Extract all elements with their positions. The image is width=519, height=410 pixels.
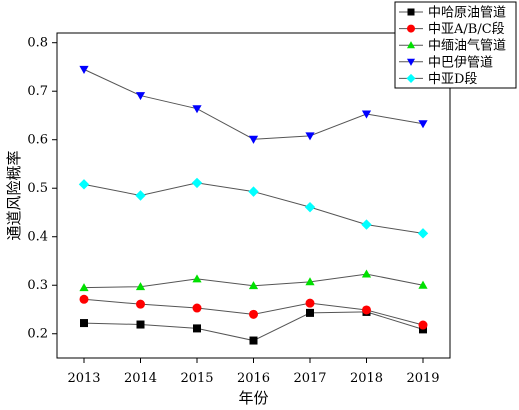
data-point (362, 305, 371, 315)
data-point (417, 228, 429, 239)
legend-item: 中缅油气管道 (399, 38, 506, 54)
data-point (361, 269, 372, 278)
y-axis-title: 通道风险概率 (5, 150, 23, 240)
data-point (135, 190, 146, 201)
data-point (305, 277, 315, 286)
data-point (418, 120, 428, 129)
legend-label: 中亚D段 (428, 72, 477, 87)
data-point (79, 65, 89, 74)
x-axis-title: 年份 (238, 389, 268, 407)
data-point (248, 186, 259, 197)
data-point (192, 105, 202, 114)
data-point (136, 299, 145, 309)
legend-item: 中亚A/B/C段 (399, 22, 505, 37)
legend-item: 中哈原油管道 (399, 6, 506, 21)
legend-marker (406, 41, 416, 49)
legend-label: 中亚A/B/C段 (428, 22, 505, 37)
data-point (193, 324, 201, 333)
series-5 (78, 177, 429, 239)
data-point (249, 309, 258, 319)
x-tick-label: 2017 (293, 371, 326, 386)
series-3 (79, 269, 428, 292)
data-point (361, 219, 372, 230)
legend-marker (407, 8, 415, 16)
data-point (79, 294, 89, 304)
legend-label: 中巴伊管道 (428, 55, 493, 70)
y-tick-label: 0.7 (27, 84, 48, 99)
data-point (80, 319, 88, 328)
data-point (192, 303, 202, 313)
x-tick-label: 2013 (67, 371, 100, 386)
axes: 0.2 0.3 0.4 0.5 0.6 0.7 0.8 2013 2014 2015 2016 201… (27, 36, 439, 386)
legend-marker (406, 73, 416, 83)
y-tick-label: 0.6 (27, 133, 48, 148)
data-point (191, 177, 203, 189)
y-tick-label: 0.5 (27, 181, 48, 196)
y-tick-label: 0.8 (27, 36, 48, 51)
data-point (361, 110, 372, 119)
data-point (136, 320, 145, 329)
data-point (135, 92, 146, 101)
data-point (78, 179, 90, 190)
series-2 (79, 294, 428, 330)
legend-marker (406, 58, 416, 66)
data-point (192, 274, 202, 283)
data-point (249, 336, 258, 345)
legend-label: 中缅油气管道 (428, 38, 506, 54)
data-point (306, 308, 314, 317)
data-point (135, 282, 146, 291)
x-tick-label: 2018 (350, 371, 383, 386)
data-point (418, 320, 428, 330)
x-tick-label: 2019 (406, 371, 439, 386)
y-tick-label: 0.2 (27, 327, 48, 342)
data-point (79, 283, 89, 292)
data-point (248, 281, 259, 290)
y-tick-label: 0.3 (27, 278, 48, 293)
series-layer (78, 65, 429, 345)
legend-item: 中巴伊管道 (399, 55, 493, 70)
data-point (305, 298, 315, 308)
series-line (83, 68, 424, 140)
y-tick-label: 0.4 (27, 230, 48, 245)
legend-label: 中哈原油管道 (428, 6, 506, 21)
x-tick-label: 2015 (180, 371, 213, 386)
x-tick-label: 2016 (237, 371, 270, 386)
data-point (305, 132, 315, 141)
data-point (418, 280, 428, 289)
data-point (248, 135, 259, 144)
legend-item: 中亚D段 (399, 72, 477, 87)
series-4 (79, 65, 428, 144)
legend-marker (407, 24, 415, 33)
data-point (304, 201, 316, 213)
x-tick-label: 2014 (124, 371, 157, 386)
